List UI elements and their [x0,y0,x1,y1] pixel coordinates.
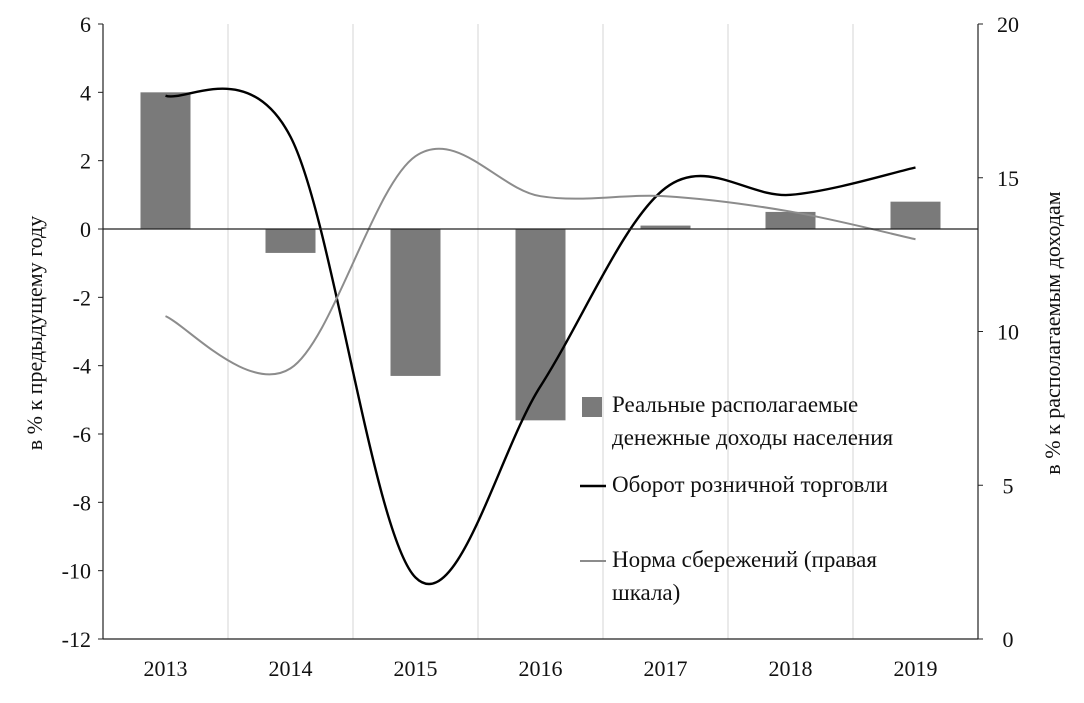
bar [890,201,941,229]
right-axis-ticks: 20 15 10 5 0 [978,12,1019,652]
legend-label: Норма сбережений (правая [612,547,877,572]
legend-label: Оборот розничной торговли [612,472,888,497]
bar [390,229,441,376]
left-tick-label: -2 [73,285,91,310]
left-axis-ticks: 6 4 2 0 -2 -4 -6 -8 -10 -12 [62,12,103,652]
left-axis-title: в % к предыдущему году [22,216,47,450]
legend-swatch [582,397,602,417]
axes [102,24,979,640]
legend-label: денежные доходы населения [612,425,894,450]
legend-label: Реальные располагаемые [612,392,858,417]
left-tick-label: -6 [73,422,91,447]
legend: Реальные располагаемые денежные доходы на… [580,392,894,605]
right-axis-title: в % к располагаемым доходам [1040,191,1065,474]
x-tick-label: 2013 [144,656,188,681]
line-series [165,87,916,586]
left-tick-label: -12 [62,627,91,652]
bar [265,229,316,253]
left-tick-label: -4 [73,354,91,379]
bar-series [140,92,941,421]
x-tick-label: 2017 [644,656,688,681]
right-tick-label: 5 [1003,473,1014,498]
left-tick-label: -10 [62,559,91,584]
vertical-gridlines [227,24,854,639]
legend-label: шкала) [612,580,680,605]
left-tick-label: 4 [80,80,91,105]
bar [640,225,691,229]
left-tick-label: 0 [80,217,91,242]
right-tick-label: 20 [997,12,1019,37]
left-tick-label: 2 [80,149,91,174]
series-line [165,147,916,376]
bar [765,211,816,229]
right-tick-label: 15 [997,166,1019,191]
x-tick-label: 2014 [269,656,313,681]
left-tick-label: 6 [80,12,91,37]
left-tick-label: -8 [73,490,91,515]
bar [140,92,191,229]
x-tick-label: 2015 [394,656,438,681]
right-tick-label: 10 [997,320,1019,345]
right-tick-label: 0 [1003,627,1014,652]
x-tick-label: 2019 [894,656,938,681]
series-line [165,87,916,586]
x-tick-label: 2018 [769,656,813,681]
bar [515,229,566,421]
x-tick-label: 2016 [519,656,563,681]
x-axis-ticks: 2013 2014 2015 2016 2017 2018 2019 [144,656,938,681]
